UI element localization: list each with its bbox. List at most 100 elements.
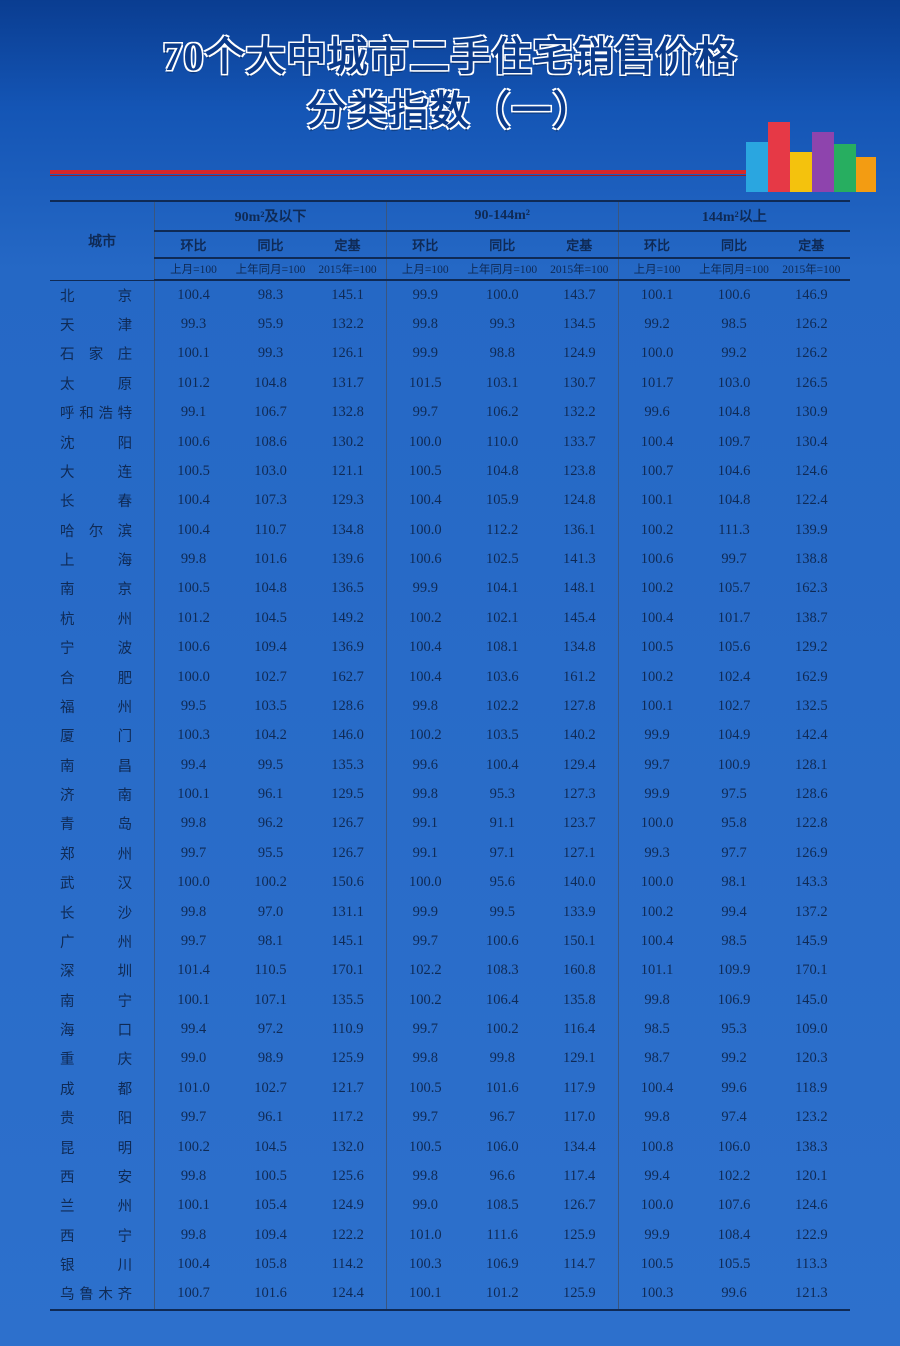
value-cell: 100.1	[155, 780, 232, 809]
price-index-table: 城市 90m²及以下 90-144m² 144m²以上 环比 同比 定基 环比 …	[50, 200, 850, 1311]
value-cell: 95.3	[464, 780, 541, 809]
value-cell: 100.4	[386, 662, 463, 691]
city-cell: 昆 明	[50, 1132, 155, 1161]
value-cell: 127.1	[541, 839, 618, 868]
table-row: 海 口99.497.2110.999.7100.2116.498.595.310…	[50, 1015, 850, 1044]
table-row: 郑 州99.795.5126.799.197.1127.199.397.7126…	[50, 839, 850, 868]
city-cell: 南 京	[50, 574, 155, 603]
value-cell: 143.7	[541, 280, 618, 310]
value-cell: 100.7	[618, 457, 695, 486]
value-cell: 100.2	[464, 1015, 541, 1044]
city-cell: 长 沙	[50, 897, 155, 926]
value-cell: 109.0	[773, 1015, 850, 1044]
value-cell: 99.0	[155, 1044, 232, 1073]
value-cell: 100.4	[155, 1250, 232, 1279]
value-cell: 160.8	[541, 956, 618, 985]
value-cell: 100.2	[155, 1132, 232, 1161]
city-cell: 天 津	[50, 310, 155, 339]
table-row: 大 连100.5103.0121.1100.5104.8123.8100.710…	[50, 457, 850, 486]
value-cell: 100.0	[618, 339, 695, 368]
value-cell: 99.8	[155, 809, 232, 838]
value-cell: 100.3	[155, 721, 232, 750]
value-cell: 162.3	[773, 574, 850, 603]
value-cell: 99.9	[386, 339, 463, 368]
value-cell: 97.5	[695, 780, 772, 809]
value-cell: 100.5	[618, 1250, 695, 1279]
value-cell: 100.0	[464, 280, 541, 310]
value-cell: 134.5	[541, 310, 618, 339]
value-cell: 99.3	[618, 839, 695, 868]
city-cell: 武 汉	[50, 868, 155, 897]
value-cell: 129.5	[309, 780, 386, 809]
value-cell: 132.8	[309, 398, 386, 427]
table-row: 青 岛99.896.2126.799.191.1123.7100.095.812…	[50, 809, 850, 838]
value-cell: 99.9	[386, 897, 463, 926]
table-row: 沈 阳100.6108.6130.2100.0110.0133.7100.410…	[50, 427, 850, 456]
value-cell: 126.2	[773, 339, 850, 368]
value-cell: 99.0	[386, 1191, 463, 1220]
value-cell: 100.5	[232, 1162, 309, 1191]
value-cell: 100.1	[155, 1191, 232, 1220]
value-cell: 105.6	[695, 633, 772, 662]
value-cell: 99.2	[618, 310, 695, 339]
value-cell: 97.4	[695, 1103, 772, 1132]
value-cell: 104.9	[695, 721, 772, 750]
table-row: 厦 门100.3104.2146.0100.2103.5140.299.9104…	[50, 721, 850, 750]
table-row: 重 庆99.098.9125.999.899.8129.198.799.2120…	[50, 1044, 850, 1073]
value-cell: 139.6	[309, 545, 386, 574]
value-cell: 100.9	[695, 751, 772, 780]
value-cell: 99.8	[386, 692, 463, 721]
value-cell: 109.7	[695, 427, 772, 456]
value-cell: 134.4	[541, 1132, 618, 1161]
value-cell: 108.5	[464, 1191, 541, 1220]
table-row: 成 都101.0102.7121.7100.5101.6117.9100.499…	[50, 1074, 850, 1103]
value-cell: 91.1	[464, 809, 541, 838]
value-cell: 100.4	[155, 516, 232, 545]
value-cell: 146.9	[773, 280, 850, 310]
value-cell: 132.0	[309, 1132, 386, 1161]
value-cell: 100.4	[155, 280, 232, 310]
value-cell: 122.9	[773, 1221, 850, 1250]
city-cell: 广 州	[50, 927, 155, 956]
city-cell: 北 京	[50, 280, 155, 310]
table-row: 哈尔滨100.4110.7134.8100.0112.2136.1100.211…	[50, 516, 850, 545]
value-cell: 131.1	[309, 897, 386, 926]
value-cell: 99.5	[464, 897, 541, 926]
value-cell: 138.7	[773, 604, 850, 633]
value-cell: 132.2	[309, 310, 386, 339]
value-cell: 100.3	[618, 1279, 695, 1309]
table-body: 北 京100.498.3145.199.9100.0143.7100.1100.…	[50, 280, 850, 1310]
value-cell: 100.0	[618, 809, 695, 838]
value-cell: 99.4	[155, 751, 232, 780]
value-cell: 126.7	[309, 839, 386, 868]
value-cell: 108.1	[464, 633, 541, 662]
city-cell: 宁 波	[50, 633, 155, 662]
value-cell: 99.3	[464, 310, 541, 339]
value-cell: 127.8	[541, 692, 618, 721]
table-row: 石家庄100.199.3126.199.998.8124.9100.099.21…	[50, 339, 850, 368]
value-cell: 99.9	[618, 780, 695, 809]
value-cell: 126.7	[309, 809, 386, 838]
title-line-1: 70个大中城市二手住宅销售价格	[163, 34, 738, 79]
value-cell: 101.0	[386, 1221, 463, 1250]
value-cell: 99.8	[464, 1044, 541, 1073]
value-cell: 99.7	[386, 1015, 463, 1044]
table-row: 北 京100.498.3145.199.9100.0143.7100.1100.…	[50, 280, 850, 310]
value-cell: 131.7	[309, 369, 386, 398]
value-cell: 106.0	[464, 1132, 541, 1161]
value-cell: 99.8	[155, 897, 232, 926]
value-cell: 98.9	[232, 1044, 309, 1073]
value-cell: 99.6	[695, 1279, 772, 1309]
value-cell: 143.3	[773, 868, 850, 897]
value-cell: 114.2	[309, 1250, 386, 1279]
value-cell: 95.3	[695, 1015, 772, 1044]
value-cell: 100.1	[155, 339, 232, 368]
value-cell: 120.3	[773, 1044, 850, 1073]
value-cell: 100.4	[386, 486, 463, 515]
value-cell: 150.6	[309, 868, 386, 897]
value-cell: 99.1	[155, 398, 232, 427]
city-cell: 南 宁	[50, 986, 155, 1015]
value-cell: 99.7	[386, 398, 463, 427]
value-cell: 98.5	[618, 1015, 695, 1044]
value-cell: 100.6	[155, 427, 232, 456]
